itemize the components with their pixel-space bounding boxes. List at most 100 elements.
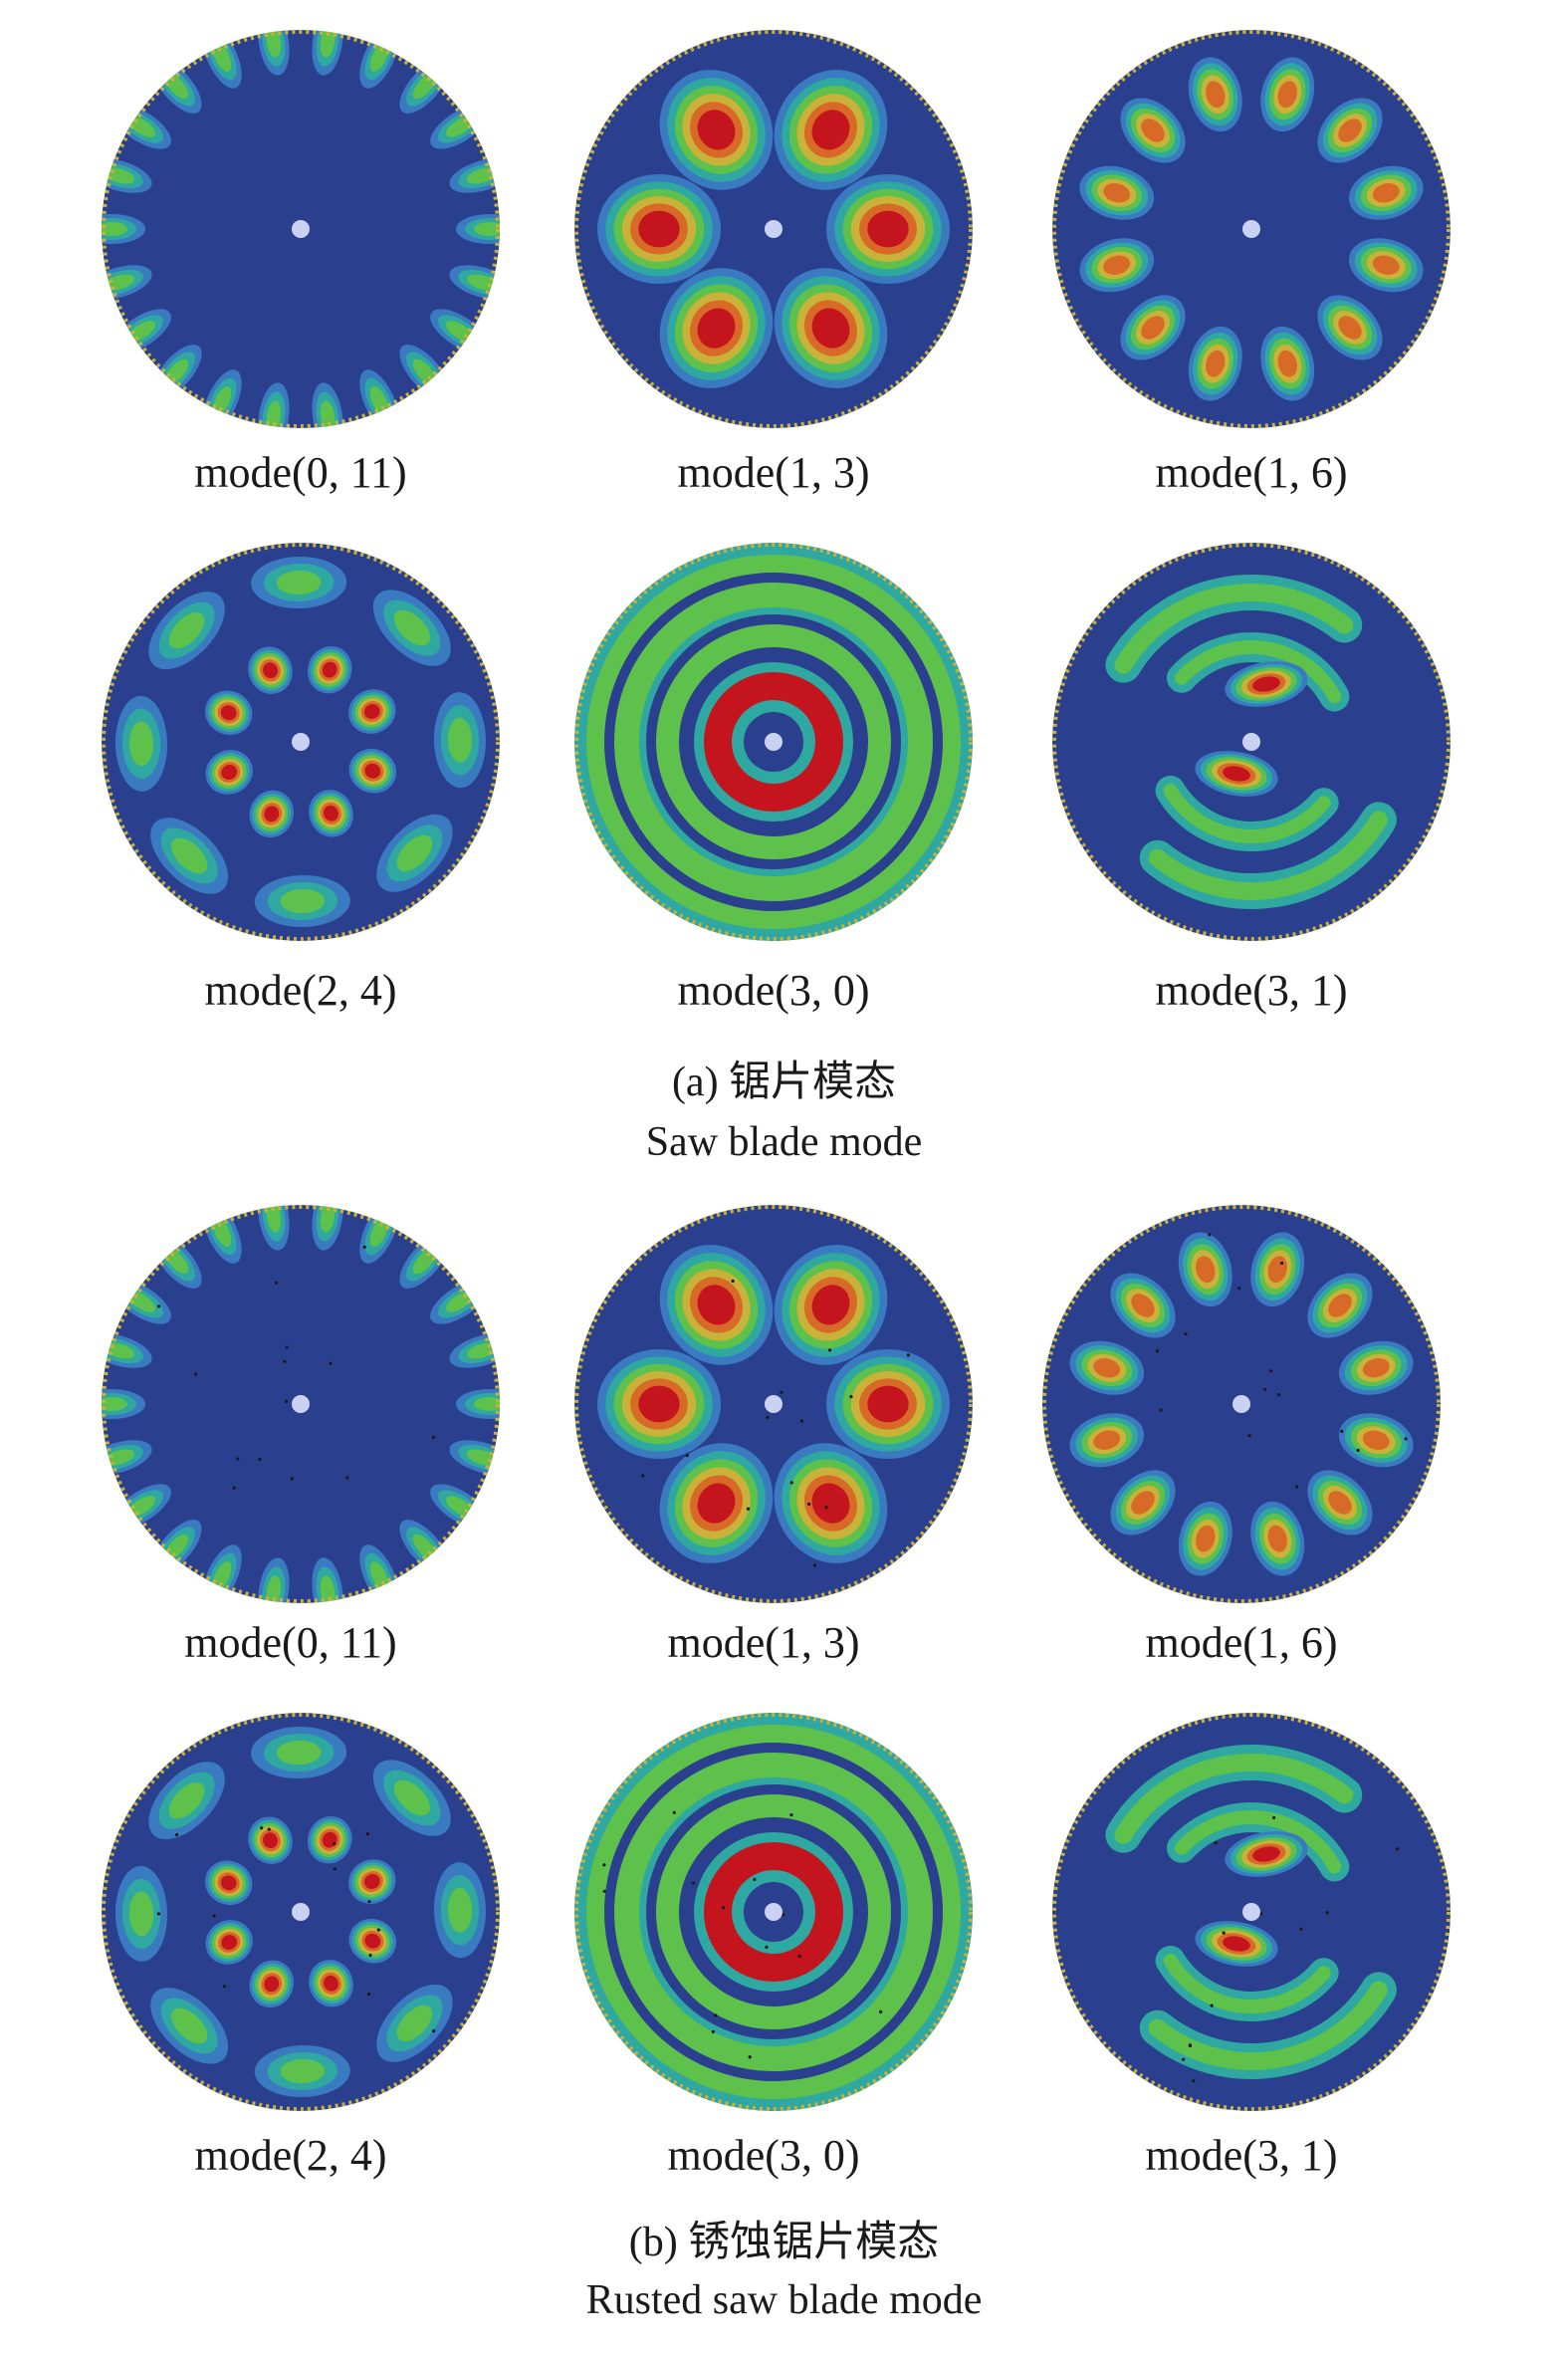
rust-spot <box>766 1416 769 1419</box>
center-hole <box>1242 220 1260 238</box>
rust-spot <box>641 1474 644 1477</box>
mode-disc <box>569 1200 978 1608</box>
rust-spot <box>175 1833 178 1836</box>
mode-label: mode(3, 0) <box>569 966 978 1016</box>
mode-disc <box>569 25 978 433</box>
mode-disc <box>1047 1708 1456 2116</box>
center-hole <box>1242 733 1260 751</box>
rust-spot <box>1208 1233 1211 1236</box>
mode-label: mode(2, 4) <box>97 966 505 1016</box>
rust-spot <box>749 2055 752 2058</box>
rust-spot <box>285 1400 288 1403</box>
rust-spot <box>1184 1332 1187 1335</box>
rust-spot <box>765 1946 768 1949</box>
rust-spot <box>798 1955 801 1958</box>
mode-disc <box>97 25 505 433</box>
rust-spot <box>1248 1434 1251 1437</box>
rust-spot <box>692 1882 695 1885</box>
rust-spot <box>824 1506 827 1509</box>
rust-spot <box>157 1912 160 1915</box>
mode-disc <box>97 1200 505 1608</box>
rust-spot <box>686 1454 689 1457</box>
mode-shape-plot <box>97 25 505 433</box>
mode-disc <box>97 538 505 946</box>
rust-spot <box>1192 2079 1195 2082</box>
rust-spot <box>753 1878 756 1881</box>
rust-spot <box>363 1246 366 1249</box>
mode-shape-plot <box>1037 1200 1446 1608</box>
rust-spot <box>602 1863 605 1866</box>
rust-spot <box>1263 1388 1266 1391</box>
rust-spot <box>366 1832 369 1835</box>
mode-disc <box>1047 538 1456 946</box>
rust-spot <box>673 1811 676 1814</box>
mode-label: mode(1, 3) <box>560 1618 968 1668</box>
center-hole <box>765 733 783 751</box>
mode-label: mode(0, 11) <box>97 448 505 498</box>
rust-spot <box>233 1487 236 1490</box>
rust-spot <box>1404 1437 1407 1440</box>
mode-shape-plot <box>1047 25 1456 433</box>
mode-shape-plot <box>569 1200 978 1608</box>
center-hole <box>292 220 310 238</box>
rust-spot <box>790 1481 793 1484</box>
rust-spot <box>714 2013 717 2016</box>
rust-spot <box>1396 1847 1399 1850</box>
mode-label: mode(1, 6) <box>1047 448 1456 498</box>
rust-spot <box>368 1954 371 1957</box>
rust-spot <box>907 1353 910 1356</box>
mode-disc <box>569 538 978 946</box>
mode-shape-plot <box>569 25 978 433</box>
rust-spot <box>780 1391 783 1394</box>
rust-spot <box>275 1282 278 1285</box>
rust-spot <box>367 1900 370 1903</box>
rust-spot <box>1223 1932 1226 1935</box>
rust-spot <box>432 2029 435 2032</box>
figure-caption-en: Saw blade mode <box>0 1115 1568 1169</box>
center-hole <box>292 1395 310 1413</box>
rust-spot <box>333 1842 336 1845</box>
rust-spot <box>260 1826 263 1829</box>
antinode-lobe <box>597 1349 721 1459</box>
rust-spot <box>367 1993 370 1996</box>
rust-spot <box>712 2030 715 2033</box>
mode-shape-plot <box>569 538 978 946</box>
rust-spot <box>291 1477 294 1480</box>
center-hole <box>1232 1395 1250 1413</box>
mode-shape-plot <box>97 1200 505 1608</box>
mode-shape-plot <box>1047 538 1456 946</box>
rust-spot <box>329 1362 332 1365</box>
rust-spot <box>849 1395 852 1398</box>
figure-caption-en: Rusted saw blade mode <box>0 2273 1568 2327</box>
mode-label: mode(1, 3) <box>569 448 978 498</box>
figure-caption-cn: (a) 锯片模态 <box>0 1056 1568 1109</box>
rust-spot <box>157 1304 160 1307</box>
rust-spot <box>1277 1393 1280 1396</box>
rust-spot <box>603 1890 606 1893</box>
antinode-lobe <box>597 174 721 284</box>
center-hole <box>292 733 310 751</box>
rust-spot <box>747 1508 750 1511</box>
rust-spot <box>1182 2058 1185 2061</box>
rust-spot <box>377 1929 380 1932</box>
mode-label: mode(2, 4) <box>87 2131 495 2181</box>
figure-caption-cn: (b) 锈蚀锯片模态 <box>0 2216 1568 2269</box>
rust-spot <box>1272 1816 1275 1819</box>
mode-shape-plot <box>97 1708 505 2116</box>
mode-label: mode(1, 6) <box>1037 1618 1446 1668</box>
center-hole <box>292 1903 310 1921</box>
mode-shape-plot <box>1047 1708 1456 2116</box>
rust-spot <box>800 1419 803 1422</box>
rust-spot <box>1237 1287 1240 1290</box>
mode-label: mode(0, 11) <box>87 1618 495 1668</box>
rust-spot <box>1340 1430 1343 1433</box>
rust-spot <box>722 1906 725 1909</box>
rust-spot <box>194 1372 197 1375</box>
rust-spot <box>789 1813 792 1816</box>
rust-spot <box>879 2010 882 2013</box>
rust-spot <box>223 1985 226 1988</box>
rust-spot <box>432 1436 435 1439</box>
rust-spot <box>1326 1911 1329 1914</box>
rust-spot <box>345 1476 348 1479</box>
center-hole <box>765 1395 783 1413</box>
